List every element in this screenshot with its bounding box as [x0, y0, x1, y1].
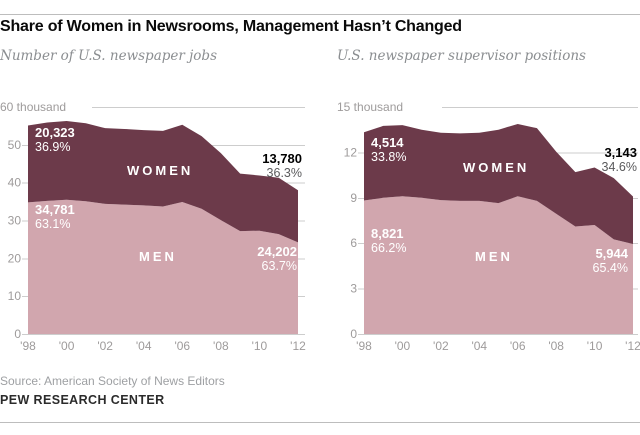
x-tick-label: '04: [136, 339, 152, 353]
x-tick-label: '98: [356, 339, 372, 353]
y-tick-label: 50: [8, 138, 22, 152]
x-tick-label: '02: [433, 339, 449, 353]
x-tick-label: '12: [625, 339, 640, 353]
jobs-men-start-label: 34,781 63.1%: [35, 202, 75, 231]
jobs-women-end-label: 13,780 36.3%: [262, 151, 302, 180]
y-tick-label: 12: [344, 145, 358, 159]
y-tick-label: 9: [350, 191, 357, 205]
x-tick-label: '08: [548, 339, 564, 353]
page-title: Share of Women in Newsrooms, Management …: [0, 18, 462, 35]
supervisors-women-end-label: 3,143 34.6%: [601, 145, 637, 174]
jobs-women-start-label: 20,323 36.9%: [35, 125, 75, 154]
y-tick-label: 3: [350, 282, 357, 296]
x-tick-label: '08: [213, 339, 229, 353]
y-tick-label: 6: [350, 236, 357, 250]
supervisors-stacked-area-chart: 0 3 6 9 12 15 thousand '98 '00 '02 '04 '06 '08 '10 '1…: [337, 100, 640, 353]
x-tick-label: '06: [174, 339, 190, 353]
y-tick-label: 0: [350, 327, 357, 341]
source-note: Source: American Society of News Editors: [0, 374, 225, 388]
x-tick-label: '02: [97, 339, 113, 353]
y-tick-label: 20: [8, 251, 22, 265]
supervisors-women-series-label: WOMEN: [463, 160, 530, 175]
x-tick-label: '06: [510, 339, 526, 353]
men-area: [28, 199, 298, 334]
top-border: [0, 14, 640, 15]
supervisors-men-start-label: 8,821 66.2%: [371, 226, 407, 255]
supervisors-men-series-label: MEN: [475, 249, 513, 264]
y-axis-unit-label: 15 thousand: [337, 100, 403, 114]
x-tick-label: '10: [587, 339, 603, 353]
y-tick-label: 40: [8, 176, 22, 190]
x-tick-label: '00: [59, 339, 75, 353]
jobs-men-series-label: MEN: [139, 249, 177, 264]
y-tick-label: 30: [8, 214, 22, 228]
jobs-chart-subtitle: Number of U.S. newspaper jobs: [0, 48, 217, 64]
x-tick-label: '04: [471, 339, 487, 353]
jobs-men-end-label: 24,202 63.7%: [257, 244, 297, 273]
supervisors-women-start-label: 4,514 33.8%: [371, 135, 407, 164]
y-tick-label: 0: [14, 327, 21, 341]
women-area: [28, 120, 298, 243]
women-area: [364, 123, 633, 245]
jobs-women-series-label: WOMEN: [127, 163, 194, 178]
jobs-stacked-area-chart: 0 10 20 30 40 50 60 thousand '98 '00 '02 '04 '06 '08…: [0, 100, 306, 353]
brand-name: PEW RESEARCH CENTER: [0, 393, 165, 407]
x-tick-label: '00: [395, 339, 411, 353]
x-tick-label: '12: [290, 339, 306, 353]
supervisors-chart-subtitle: U.S. newspaper supervisor positions: [337, 48, 586, 64]
supervisors-men-end-label: 5,944 65.4%: [592, 246, 628, 275]
x-tick-label: '98: [20, 339, 36, 353]
y-axis-unit-label: 60 thousand: [0, 100, 66, 114]
x-tick-label: '10: [252, 339, 268, 353]
bottom-border: [0, 422, 640, 423]
y-tick-label: 10: [8, 289, 22, 303]
men-area: [364, 196, 633, 334]
